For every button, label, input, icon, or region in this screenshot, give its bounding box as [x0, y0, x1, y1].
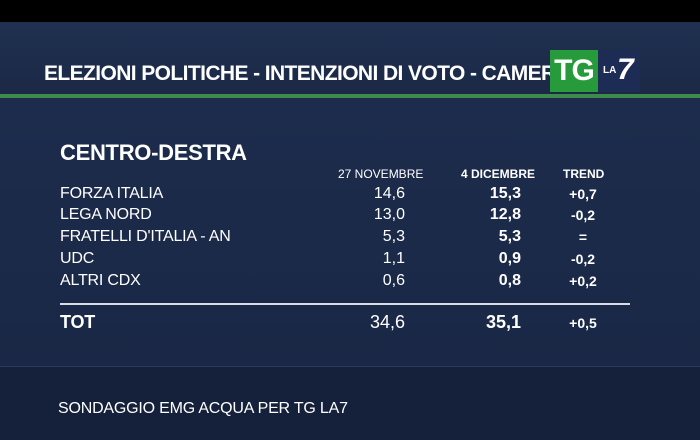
- trend-value: -0,2: [570, 251, 596, 267]
- party-name: FORZA ITALIA: [60, 185, 164, 202]
- value-4-dicembre: 12,8: [489, 206, 521, 223]
- header-accent-line: [0, 94, 700, 98]
- value-4-dicembre: 0,9: [498, 250, 521, 267]
- results-panel: CENTRO-DESTRA 27 NOVEMBRE 4 DICEMBRE TRE…: [0, 98, 700, 366]
- logo-7: 7: [617, 53, 634, 86]
- trend-value: =: [578, 229, 588, 245]
- value-4-dicembre: 5,3: [498, 228, 521, 245]
- value-27-novembre: 0,6: [382, 272, 405, 289]
- value-27-novembre: 14,6: [373, 185, 405, 202]
- poll-source: SONDAGGIO EMG ACQUA PER TG LA7: [58, 400, 348, 417]
- trend-value: +0,2: [569, 273, 597, 289]
- party-name: FRATELLI D'ITALIA - AN: [60, 228, 231, 245]
- section-title: CENTRO-DESTRA: [60, 140, 247, 165]
- total-27-novembre: 34,6: [369, 312, 405, 332]
- value-27-novembre: 13,0: [373, 206, 405, 223]
- total-row: TOT 34,6 35,1 +0,5: [0, 312, 700, 334]
- value-4-dicembre: 15,3: [489, 185, 521, 202]
- value-27-novembre: 5,3: [382, 228, 405, 245]
- logo-la: LA: [603, 65, 617, 76]
- column-header-4-dicembre: 4 DICEMBRE: [461, 167, 536, 181]
- trend-value: +0,7: [569, 186, 597, 202]
- header-bar: ELEZIONI POLITICHE - INTENZIONI DI VOTO …: [0, 22, 700, 94]
- footer-divider: [0, 366, 700, 367]
- logo-la7-box: LA 7: [598, 50, 640, 92]
- value-27-novembre: 1,1: [382, 250, 405, 267]
- trend-value: -0,2: [570, 207, 596, 223]
- total-label: TOT: [60, 312, 96, 332]
- page-title: ELEZIONI POLITICHE - INTENZIONI DI VOTO …: [44, 62, 571, 85]
- value-4-dicembre: 0,8: [498, 272, 521, 289]
- party-name: ALTRI CDX: [60, 272, 141, 289]
- logo-tg: TG: [550, 50, 598, 92]
- table-row: LEGA NORD 13,0 12,8 -0,2: [0, 206, 700, 228]
- table-row: UDC 1,1 0,9 -0,2: [0, 250, 700, 272]
- party-name: LEGA NORD: [60, 206, 152, 223]
- column-header-27-novembre: 27 NOVEMBRE: [338, 167, 424, 181]
- footer-bar: SONDAGGIO EMG ACQUA PER TG LA7: [0, 366, 700, 440]
- table-row: FORZA ITALIA 14,6 15,3 +0,7: [0, 185, 700, 207]
- total-4-dicembre: 35,1: [485, 312, 521, 332]
- party-name: UDC: [60, 250, 95, 267]
- total-divider: [60, 303, 630, 305]
- table-row: FRATELLI D'ITALIA - AN 5,3 5,3 =: [0, 228, 700, 250]
- broadcast-frame: ELEZIONI POLITICHE - INTENZIONI DI VOTO …: [0, 22, 700, 440]
- table-row: ALTRI CDX 0,6 0,8 +0,2: [0, 272, 700, 294]
- total-trend: +0,5: [569, 315, 597, 331]
- column-header-trend: TREND: [563, 167, 605, 181]
